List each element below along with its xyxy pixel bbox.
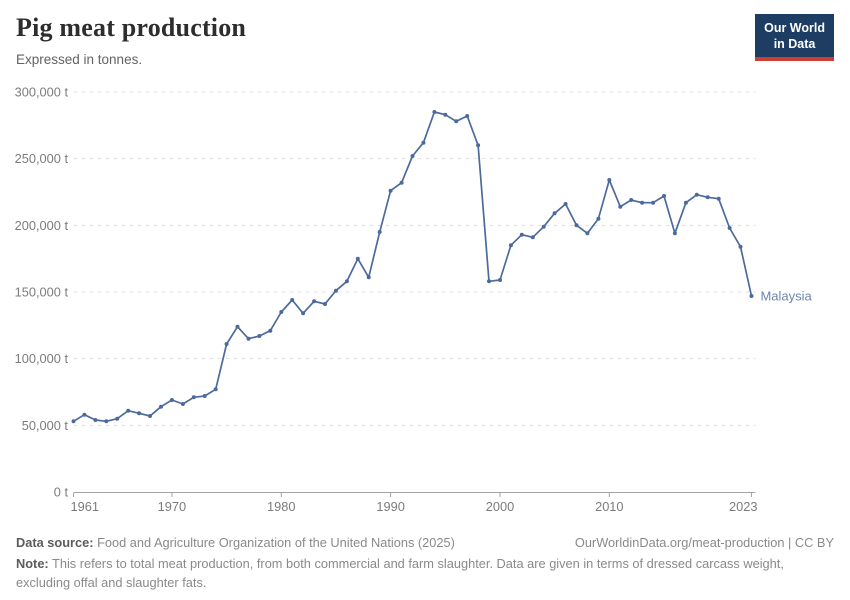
data-point[interactable] xyxy=(541,224,546,229)
data-point[interactable] xyxy=(159,404,163,409)
x-axis-label: 1961 xyxy=(71,499,99,514)
data-source-text: Food and Agriculture Organization of the… xyxy=(93,535,455,550)
data-point[interactable] xyxy=(421,140,426,145)
note-text: This refers to total meat production, fr… xyxy=(16,556,784,591)
owid-logo-line2: in Data xyxy=(773,36,816,51)
data-point[interactable] xyxy=(202,394,207,398)
data-point[interactable] xyxy=(344,279,349,284)
data-point[interactable] xyxy=(662,194,666,198)
series-label-malaysia[interactable]: Malaysia xyxy=(760,289,812,304)
data-point[interactable] xyxy=(257,334,262,338)
owid-logo-line1: Our World xyxy=(764,21,825,35)
data-point[interactable] xyxy=(126,408,131,413)
data-point[interactable] xyxy=(312,299,317,304)
data-point[interactable] xyxy=(738,244,743,249)
data-point[interactable] xyxy=(180,402,185,406)
data-source-label: Data source: xyxy=(16,535,94,550)
data-point[interactable] xyxy=(235,324,240,329)
data-source: Data source: Food and Agriculture Organi… xyxy=(16,533,455,552)
chart-subtitle: Expressed in tonnes. xyxy=(16,51,143,67)
data-point[interactable] xyxy=(574,223,579,228)
data-point[interactable] xyxy=(618,204,623,209)
y-axis-label: 0 t xyxy=(54,485,69,500)
data-point[interactable] xyxy=(563,202,568,206)
data-point[interactable] xyxy=(508,243,513,248)
data-point[interactable] xyxy=(355,256,360,261)
data-point[interactable] xyxy=(290,298,295,302)
data-point[interactable] xyxy=(377,230,382,234)
data-point[interactable] xyxy=(672,231,677,236)
data-point[interactable] xyxy=(552,211,557,216)
data-point[interactable] xyxy=(224,342,229,346)
chart-header: Pig meat production Expressed in tonnes.… xyxy=(16,13,834,67)
y-axis-label: 50,000 t xyxy=(22,418,69,433)
x-axis-label: 1990 xyxy=(376,499,404,514)
data-point[interactable] xyxy=(640,200,645,205)
chart-note: Note: This refers to total meat producti… xyxy=(16,554,834,592)
data-point[interactable] xyxy=(749,294,754,298)
data-point[interactable] xyxy=(651,200,656,205)
line-chart[interactable]: 0 t 50,000 t 100,000 t 150,000 t 200,000 t 25… xyxy=(0,75,850,520)
data-point[interactable] xyxy=(191,395,196,400)
data-point[interactable] xyxy=(213,387,218,392)
data-point[interactable] xyxy=(388,188,393,193)
x-axis-label: 2010 xyxy=(595,499,623,514)
data-point[interactable] xyxy=(705,195,710,200)
data-point[interactable] xyxy=(279,310,284,314)
data-point[interactable] xyxy=(82,412,87,417)
y-axis-label: 150,000 t xyxy=(15,285,69,300)
data-point[interactable] xyxy=(519,232,524,237)
data-point[interactable] xyxy=(530,235,535,240)
data-point[interactable] xyxy=(443,112,448,117)
data-point[interactable] xyxy=(432,110,437,114)
data-point[interactable] xyxy=(410,154,415,158)
x-axis-label: 2023 xyxy=(729,499,757,514)
data-point[interactable] xyxy=(454,119,459,124)
data-point[interactable] xyxy=(323,302,327,306)
x-axis-label: 1970 xyxy=(158,499,186,514)
y-axis-label: 300,000 t xyxy=(15,85,69,100)
data-point[interactable] xyxy=(104,419,109,424)
data-point[interactable] xyxy=(399,180,404,185)
data-point[interactable] xyxy=(333,288,338,293)
data-point[interactable] xyxy=(148,414,152,418)
chart-footer: Data source: Food and Agriculture Organi… xyxy=(16,533,834,593)
data-point[interactable] xyxy=(585,231,590,236)
data-point[interactable] xyxy=(169,398,174,402)
note-label: Note: xyxy=(16,556,49,572)
data-point[interactable] xyxy=(301,311,306,316)
data-point[interactable] xyxy=(596,216,601,221)
owid-logo[interactable]: Our World in Data xyxy=(755,14,834,62)
data-point[interactable] xyxy=(498,278,502,282)
data-point[interactable] xyxy=(71,419,76,424)
x-axis-label: 1980 xyxy=(267,499,295,514)
data-point[interactable] xyxy=(246,336,251,341)
data-point[interactable] xyxy=(268,328,273,333)
data-point[interactable] xyxy=(629,198,634,202)
data-point[interactable] xyxy=(465,114,470,118)
data-point[interactable] xyxy=(115,416,120,421)
y-axis-label: 200,000 t xyxy=(15,218,69,233)
data-point[interactable] xyxy=(137,411,142,416)
data-point[interactable] xyxy=(607,178,612,182)
data-point[interactable] xyxy=(93,418,98,422)
data-point[interactable] xyxy=(694,192,699,197)
data-point[interactable] xyxy=(727,226,732,230)
page-title: Pig meat production xyxy=(16,13,247,42)
citation-link[interactable]: OurWorldinData.org/meat-production | CC … xyxy=(574,535,834,550)
data-point[interactable] xyxy=(683,200,688,205)
data-point[interactable] xyxy=(476,143,481,148)
data-point[interactable] xyxy=(487,279,491,284)
data-point[interactable] xyxy=(366,275,371,280)
data-point[interactable] xyxy=(716,196,721,201)
y-axis-label: 100,000 t xyxy=(15,351,69,366)
y-axis-label: 250,000 t xyxy=(15,151,69,166)
x-axis-label: 2000 xyxy=(486,499,514,514)
